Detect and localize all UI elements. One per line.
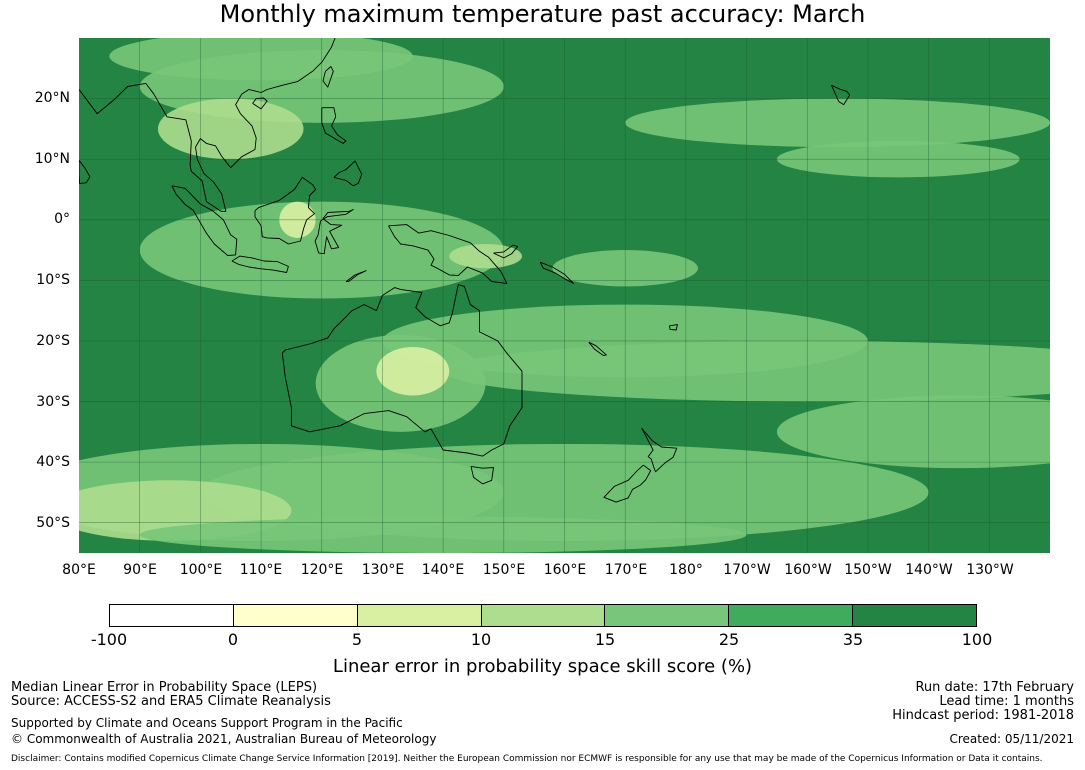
- timor-coast: [345, 270, 367, 283]
- footer-created-date: Created: 05/11/2021: [949, 732, 1074, 746]
- philippines-luzon-coast: [321, 107, 347, 144]
- new-zealand-north-coast: [641, 427, 678, 473]
- footer-copyright: © Commonwealth of Australia 2021, Austra…: [11, 732, 437, 746]
- new-britain-coast: [493, 244, 519, 259]
- lat-label-30s: 30°S: [36, 394, 70, 410]
- new-zealand-south-coast: [603, 464, 652, 503]
- taiwan-coast: [322, 66, 334, 88]
- footer-support: Supported by Climate and Oceans Support …: [11, 716, 403, 730]
- lat-label-20n: 20°N: [34, 90, 70, 106]
- lat-label-40s: 40°S: [36, 454, 70, 470]
- colorbar-label: Linear error in probability space skill …: [332, 656, 753, 677]
- skill-patch: [449, 244, 523, 269]
- lat-label-50s: 50°S: [36, 515, 70, 531]
- colorbar-tick-5: 15: [594, 630, 616, 649]
- lon-label-150e: 150°E: [482, 562, 526, 578]
- lon-label-130e: 130°E: [361, 562, 405, 578]
- new-caledonia-coast: [588, 341, 607, 356]
- southeast-asia-coast: [79, 38, 336, 212]
- colorbar-segment-6: [729, 605, 854, 626]
- map-gridlines: [79, 38, 1050, 553]
- lon-label-140w: 140°W: [905, 562, 953, 578]
- colorbar-tick-1: -100: [90, 630, 128, 649]
- colorbar-tick-8: 100: [961, 630, 993, 649]
- philippines-mindanao-coast: [333, 160, 363, 187]
- lon-label-120e: 120°E: [300, 562, 344, 578]
- new-guinea-coast: [388, 224, 508, 284]
- colorbar-tick-4: 10: [470, 630, 492, 649]
- skill-patch: [376, 347, 450, 396]
- lon-label-170e: 170°E: [604, 562, 648, 578]
- lon-label-150w: 150°W: [844, 562, 892, 578]
- lat-label-10s: 10°S: [36, 272, 70, 288]
- lon-label-130w: 130°W: [966, 562, 1014, 578]
- footer-source: Source: ACCESS-S2 and ERA5 Climate Reana…: [11, 694, 331, 709]
- solomon-islands-coast: [539, 261, 575, 284]
- footer-disclaimer: Disclaimer: Contains modified Copernicus…: [11, 754, 1043, 764]
- tasmania-coast: [470, 465, 494, 485]
- lat-label-0: 0°: [54, 211, 70, 227]
- sulawesi-coast: [314, 209, 354, 255]
- fiji-coast: [669, 324, 678, 331]
- lon-label-80e: 80°E: [62, 562, 96, 578]
- lon-label-180: 180°: [669, 562, 703, 578]
- lon-label-140e: 140°E: [421, 562, 465, 578]
- colorbar-segment-2: [233, 605, 358, 626]
- sumatra-coast: [171, 185, 238, 256]
- colorbar-segment-7: [853, 605, 977, 626]
- colorbar-tick-7: 35: [842, 630, 864, 649]
- colorbar-tick-6: 25: [718, 630, 740, 649]
- lon-label-160w: 160°W: [784, 562, 832, 578]
- skill-patch: [776, 395, 1050, 469]
- footer-hindcast-period: Hindcast period: 1981-2018: [892, 708, 1074, 723]
- colorbar-tick-2: 0: [227, 630, 239, 649]
- lon-label-170w: 170°W: [723, 562, 771, 578]
- colorbar: [109, 604, 977, 627]
- colorbar-segment-3: [357, 605, 482, 626]
- australia-coast: [281, 284, 523, 457]
- hawaii-coast: [831, 84, 851, 106]
- footer-lead-time: Lead time: 1 months: [939, 694, 1074, 709]
- lon-label-90e: 90°E: [123, 562, 157, 578]
- lat-label-10n: 10°N: [34, 151, 70, 167]
- lon-label-160e: 160°E: [543, 562, 587, 578]
- borneo-coast: [254, 176, 317, 245]
- lon-label-110e: 110°E: [239, 562, 283, 578]
- skill-score-map: [79, 38, 1050, 553]
- coastlines: [79, 38, 851, 503]
- lon-label-100e: 100°E: [179, 562, 223, 578]
- java-coast: [231, 255, 289, 273]
- sri-lanka-coast: [79, 160, 91, 184]
- footer-run-date: Run date: 17th February: [915, 680, 1074, 695]
- lat-label-20s: 20°S: [36, 333, 70, 349]
- colorbar-tick-3: 5: [351, 630, 363, 649]
- footer-leps: Median Linear Error in Probability Space…: [11, 680, 318, 695]
- colorbar-segment-5: [605, 605, 730, 626]
- colorbar-segment-4: [481, 605, 606, 626]
- colorbar-segment-1: [110, 605, 234, 626]
- map-title: Monthly maximum temperature past accurac…: [219, 0, 866, 28]
- skill-patch: [157, 98, 304, 160]
- skill-patch: [625, 98, 1050, 148]
- hainan-coast: [252, 97, 268, 110]
